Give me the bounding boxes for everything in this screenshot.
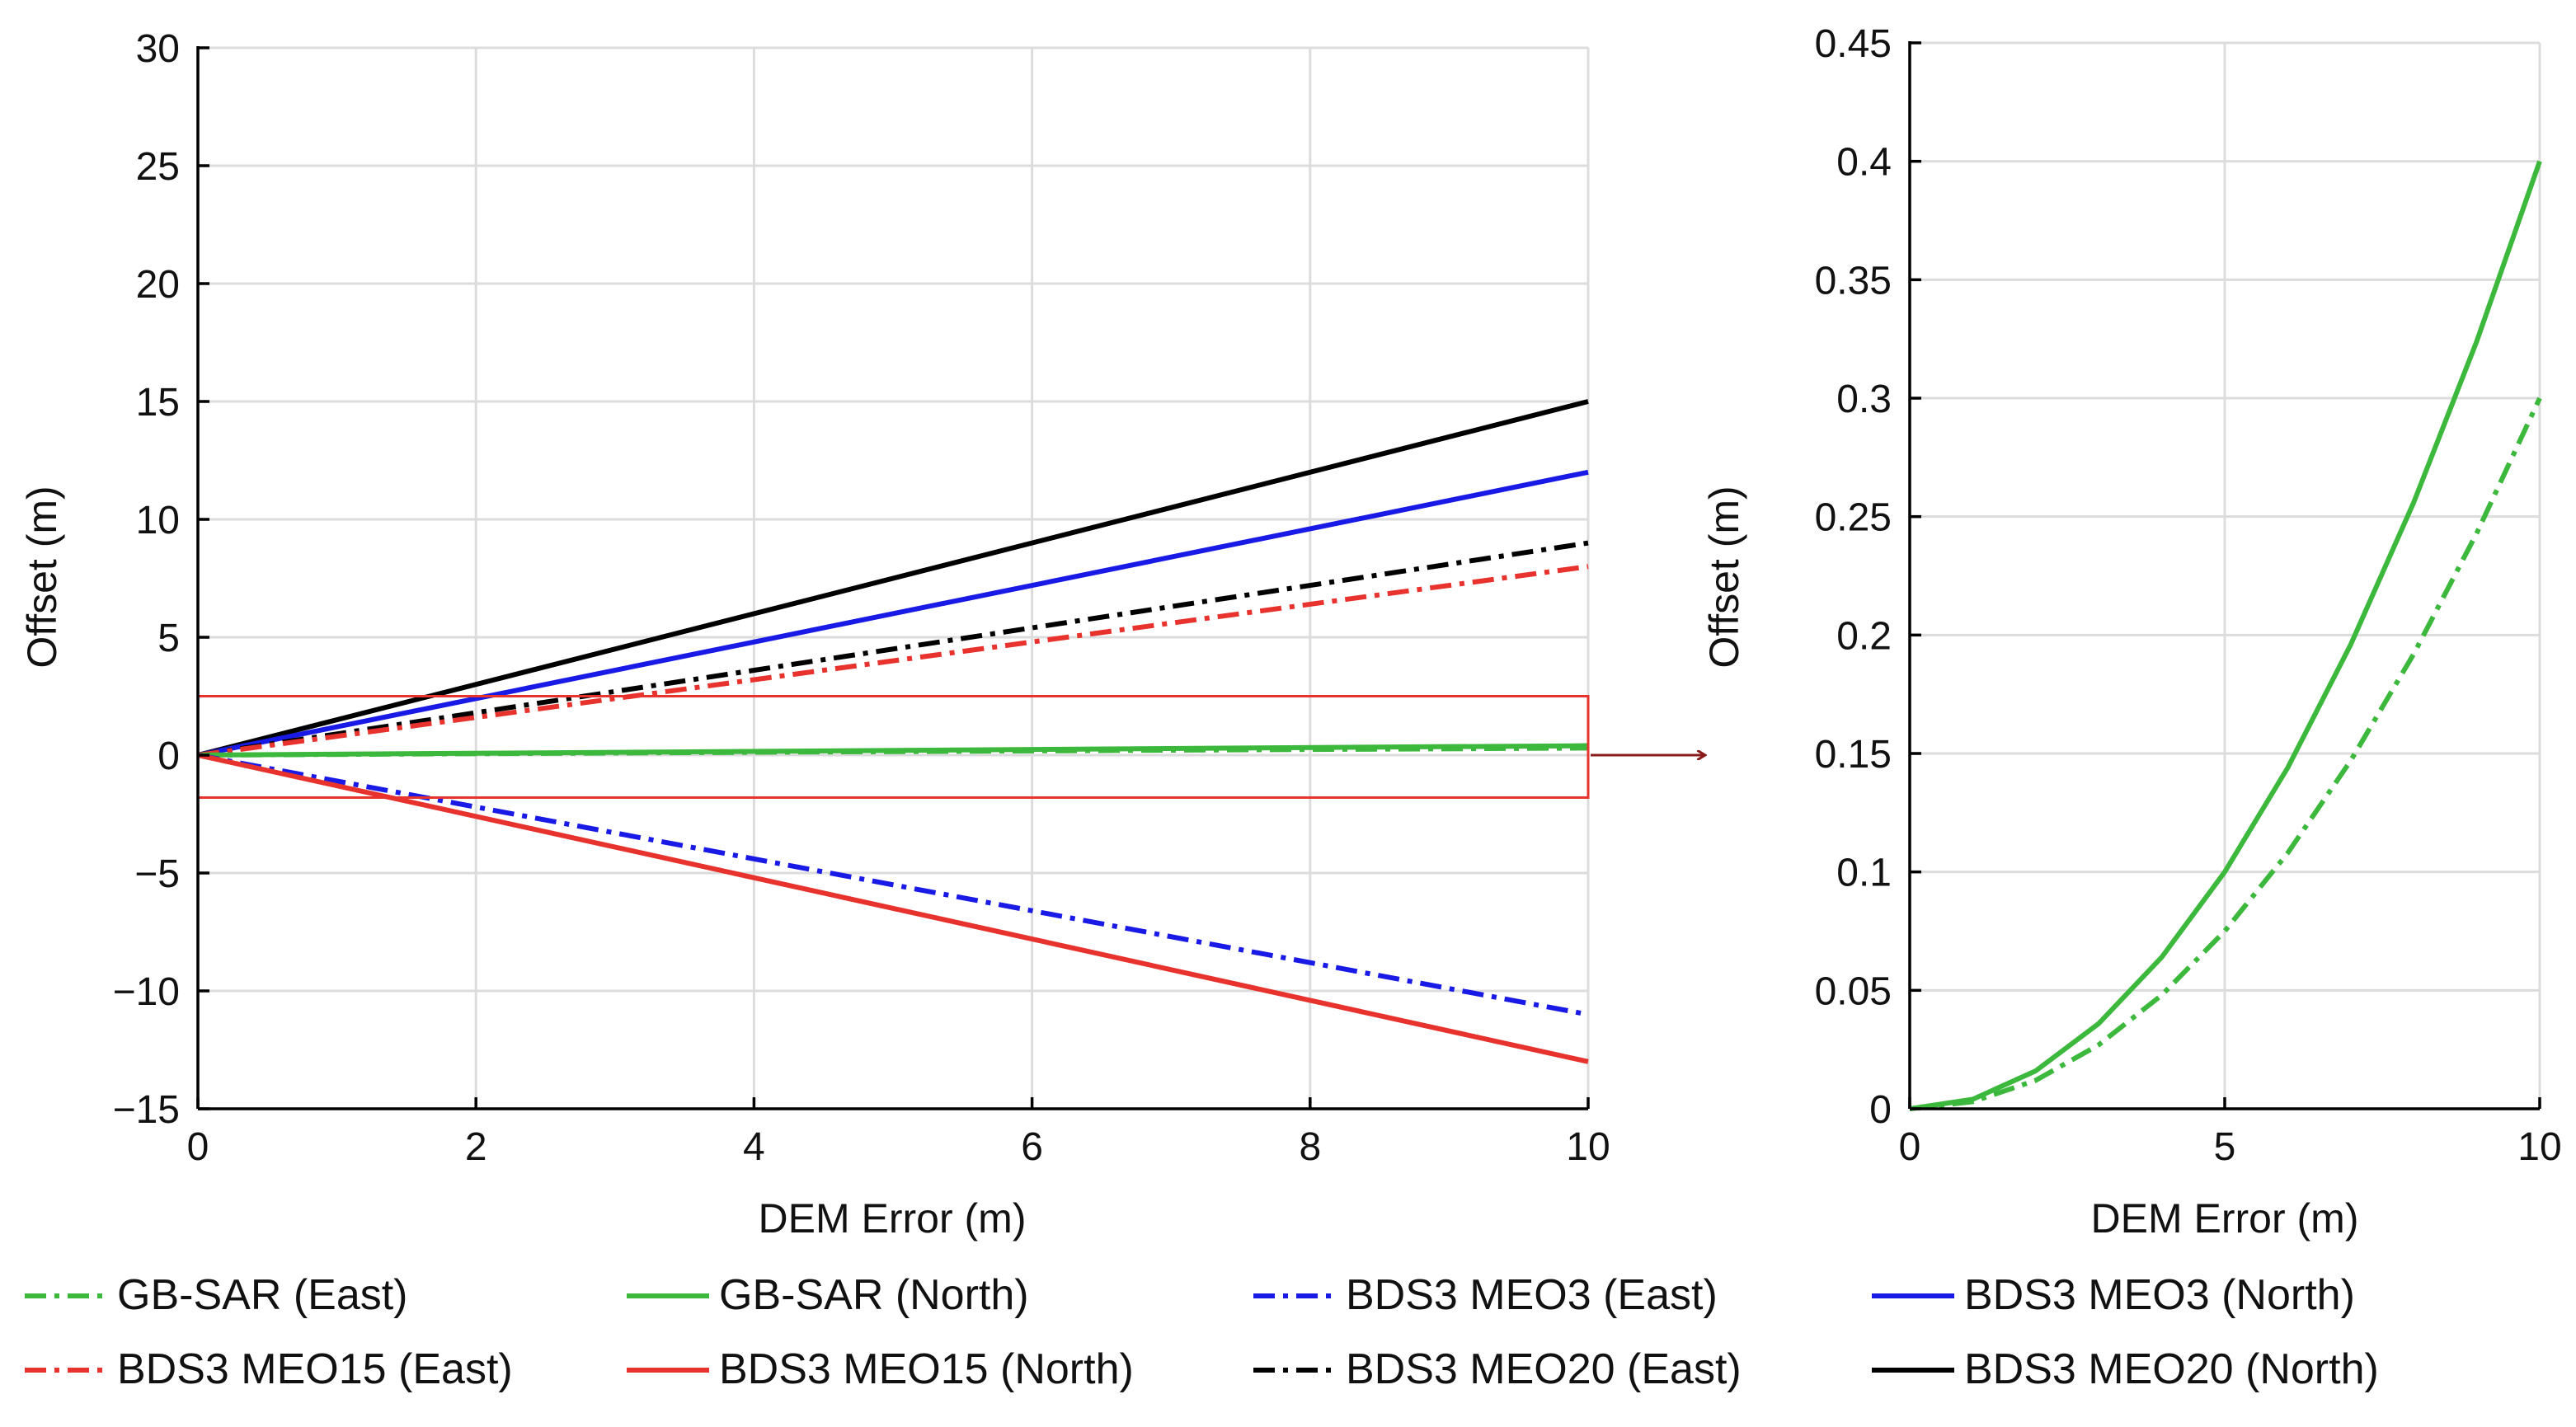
- zoom-x-tick-label: 5: [2214, 1125, 2236, 1169]
- legend-label: BDS3 MEO20 (East): [1346, 1345, 1742, 1393]
- zoom-y-tick-label: 0.05: [1815, 969, 1892, 1013]
- zoom-y-tick-label: 0.2: [1836, 614, 1892, 658]
- series-line-bds3-meo3-east: [197, 753, 1589, 1017]
- main-axes: [196, 46, 1588, 1110]
- main-y-tick-label: 30: [136, 27, 180, 71]
- series-line-bds3-meo20-east: [197, 540, 1589, 758]
- series-line-bds3-meo3-north: [197, 469, 1589, 758]
- main-chart: 0 2 4 6 8 10 −15 −10 −5 0 5 10 15 20 25 30 DEM Error (m…: [19, 27, 1610, 1242]
- legend-item: BDS3 MEO15 (East): [25, 1345, 513, 1393]
- legend-label: BDS3 MEO3 (North): [1964, 1271, 2355, 1319]
- zoom-y-tick-label: 0.3: [1836, 378, 1892, 421]
- legend-item: BDS3 MEO3 (East): [1253, 1271, 1718, 1319]
- legend-label: BDS3 MEO20 (North): [1964, 1345, 2379, 1393]
- zoom-y-tick-label: 0.25: [1815, 496, 1892, 540]
- zoom-y-tick-label: 0.15: [1815, 733, 1892, 777]
- legend-label: GB-SAR (East): [117, 1271, 408, 1319]
- main-x-tick-label: 0: [187, 1125, 209, 1169]
- main-x-tick-label: 2: [465, 1125, 487, 1169]
- main-y-tick-label: 25: [136, 145, 180, 189]
- series-line-bds3-meo15-north: [197, 753, 1589, 1064]
- main-y-tick-label: 15: [136, 381, 180, 425]
- main-y-tick-label: −15: [113, 1088, 180, 1132]
- zoom-series-layer: [1909, 160, 2542, 1111]
- main-y-tick-label: 10: [136, 499, 180, 542]
- series-line-gbsar-north-zoom: [1909, 160, 2542, 1111]
- legend-label: BDS3 MEO15 (East): [117, 1345, 513, 1393]
- legend-item: GB-SAR (East): [25, 1271, 408, 1319]
- zoom-x-axis-label: DEM Error (m): [2091, 1195, 2359, 1242]
- legend-item: BDS3 MEO20 (North): [1872, 1345, 2379, 1393]
- legend-label: BDS3 MEO3 (East): [1346, 1271, 1718, 1319]
- main-y-tick-label: 0: [157, 735, 180, 778]
- zoom-gridlines: [1910, 41, 2541, 1109]
- main-x-tick-label: 8: [1299, 1125, 1321, 1169]
- main-x-axis-label: DEM Error (m): [759, 1195, 1027, 1242]
- main-x-tick-label: 10: [1566, 1125, 1610, 1169]
- zoom-x-tick-label: 0: [1899, 1125, 1921, 1169]
- zoom-y-axis-label: Offset (m): [1701, 486, 1747, 668]
- main-y-tick-label: −5: [134, 852, 180, 896]
- series-line-bds3-meo20-north: [197, 399, 1589, 758]
- main-series-layer: [197, 399, 1589, 1064]
- legend-item: BDS3 MEO15 (North): [627, 1345, 1134, 1393]
- zoom-chart: 0 5 10 0 0.05 0.1 0.15 0.2 0.25 0.3 0.35 0.4 0.45 DE…: [1701, 22, 2562, 1242]
- main-x-tick-label: 4: [743, 1125, 765, 1169]
- legend-label: GB-SAR (North): [719, 1271, 1029, 1319]
- zoom-y-tick-label: 0.1: [1836, 852, 1892, 895]
- legend-label: BDS3 MEO15 (North): [719, 1345, 1134, 1393]
- zoom-ticks: 0 5 10 0 0.05 0.1 0.15 0.2 0.25 0.3 0.35 0.4 0.45: [1815, 22, 2562, 1169]
- main-y-tick-label: −10: [113, 970, 180, 1014]
- legend: GB-SAR (East) GB-SAR (North) BDS3 MEO3 (Ea…: [25, 1271, 2379, 1393]
- legend-item: BDS3 MEO20 (East): [1253, 1345, 1742, 1393]
- main-y-tick-label: 5: [157, 617, 180, 660]
- zoom-y-tick-label: 0.4: [1836, 141, 1892, 185]
- legend-item: BDS3 MEO3 (North): [1872, 1271, 2355, 1319]
- main-y-tick-label: 20: [136, 263, 180, 307]
- zoom-y-tick-label: 0.35: [1815, 259, 1892, 303]
- zoom-y-tick-label: 0.45: [1815, 22, 1892, 66]
- zoom-y-tick-label: 0: [1869, 1088, 1892, 1132]
- series-line-gbsar-east: [197, 745, 1589, 758]
- zoom-x-tick-label: 10: [2517, 1125, 2561, 1169]
- main-y-axis-label: Offset (m): [19, 486, 65, 668]
- series-line-bds3-meo15-east: [197, 564, 1589, 758]
- main-gridlines: [198, 46, 1590, 1109]
- main-x-tick-label: 6: [1021, 1125, 1043, 1169]
- legend-item: GB-SAR (North): [627, 1271, 1029, 1319]
- main-ticks: 0 2 4 6 8 10 −15 −10 −5 0 5 10 15 20 25 30: [113, 27, 1610, 1169]
